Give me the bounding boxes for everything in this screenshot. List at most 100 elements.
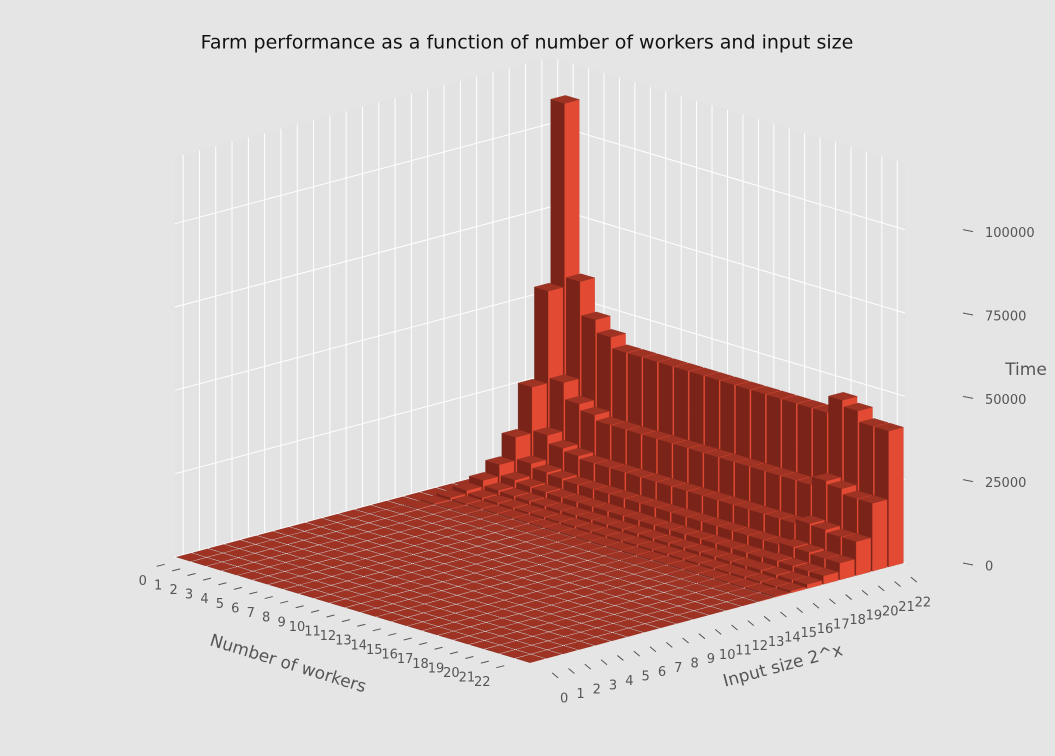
bar <box>460 564 491 573</box>
bar-top <box>270 562 301 572</box>
bar <box>254 558 285 567</box>
bar-top <box>470 631 500 640</box>
bar-top <box>302 553 333 563</box>
bar <box>531 649 562 659</box>
bar-top <box>176 552 206 562</box>
bar <box>316 576 347 585</box>
bar <box>493 555 524 565</box>
bar <box>598 614 629 624</box>
bar <box>332 581 362 590</box>
bar-top <box>648 592 679 601</box>
bar <box>549 636 579 646</box>
bar <box>237 571 268 580</box>
bar <box>408 613 439 622</box>
y-tick <box>845 594 852 600</box>
bar <box>776 582 807 594</box>
bar <box>475 577 506 587</box>
x-tick-label: 2 <box>169 583 177 598</box>
bar <box>694 606 725 615</box>
bar-top <box>448 523 479 533</box>
bar-top <box>665 579 696 588</box>
bar-top <box>396 572 427 582</box>
bar-top <box>383 541 414 550</box>
bar <box>503 613 534 623</box>
bar-top <box>499 487 530 497</box>
bar-top <box>587 565 618 574</box>
bar-top <box>492 564 523 573</box>
bar <box>664 597 694 606</box>
bar-top <box>472 604 503 614</box>
bar <box>535 614 566 623</box>
bar-top <box>462 546 493 555</box>
bar <box>241 535 271 544</box>
bar <box>532 641 563 650</box>
bar-top <box>750 386 781 395</box>
bar <box>425 599 456 609</box>
bar <box>537 596 567 605</box>
bar <box>517 636 548 645</box>
bar <box>581 627 612 637</box>
bar-top <box>632 597 663 606</box>
y-tick <box>600 659 608 666</box>
bar-top <box>494 546 524 555</box>
bar-top <box>482 505 513 514</box>
bar-top <box>683 555 714 564</box>
bar <box>272 544 302 554</box>
bar <box>613 628 644 637</box>
bar <box>424 608 455 618</box>
bar-top <box>254 567 284 576</box>
x-tick-label: 18 <box>412 657 429 672</box>
bar-top <box>811 472 842 482</box>
bar-top <box>508 560 539 569</box>
bar <box>384 532 415 541</box>
bar-top <box>684 543 715 553</box>
bar <box>319 549 349 559</box>
bar <box>459 573 490 582</box>
bar <box>303 545 334 554</box>
bar-top <box>631 605 662 615</box>
bar <box>630 614 661 624</box>
bar-top <box>362 590 393 599</box>
bar-top <box>515 478 546 487</box>
bar-top <box>471 622 501 631</box>
bar-top <box>551 609 582 619</box>
bar-top <box>302 562 332 572</box>
bar-top <box>478 541 509 551</box>
z-tick <box>962 562 974 566</box>
bar-top <box>545 502 576 511</box>
bar-top <box>361 608 391 617</box>
bar-top <box>749 505 779 515</box>
bar <box>587 565 618 574</box>
bar <box>549 627 580 637</box>
bar-top <box>370 509 401 518</box>
y-tick <box>877 585 885 592</box>
bar <box>191 557 222 566</box>
bar-top <box>484 456 515 465</box>
bar <box>239 553 270 562</box>
bar-top <box>522 582 553 592</box>
bar-top <box>528 518 559 528</box>
bar-top <box>485 636 516 645</box>
bar <box>271 553 301 563</box>
bar <box>556 555 587 565</box>
bar-top <box>857 495 888 504</box>
bar <box>443 577 474 586</box>
bar-top <box>533 282 564 292</box>
y-tick <box>584 663 592 670</box>
bar <box>461 555 492 564</box>
bar <box>634 578 664 588</box>
bar <box>459 582 489 591</box>
bar-top <box>601 587 632 597</box>
bar-top <box>549 627 580 637</box>
bar <box>370 509 401 519</box>
bar-top <box>609 490 639 499</box>
bar <box>269 571 300 581</box>
bar-top <box>398 554 428 564</box>
x-tick-label: 20 <box>443 666 460 681</box>
bar-top <box>352 531 383 541</box>
bar-top <box>689 367 719 376</box>
bar <box>438 631 469 640</box>
bar <box>603 569 633 579</box>
bar <box>429 563 459 573</box>
bar <box>495 537 525 547</box>
